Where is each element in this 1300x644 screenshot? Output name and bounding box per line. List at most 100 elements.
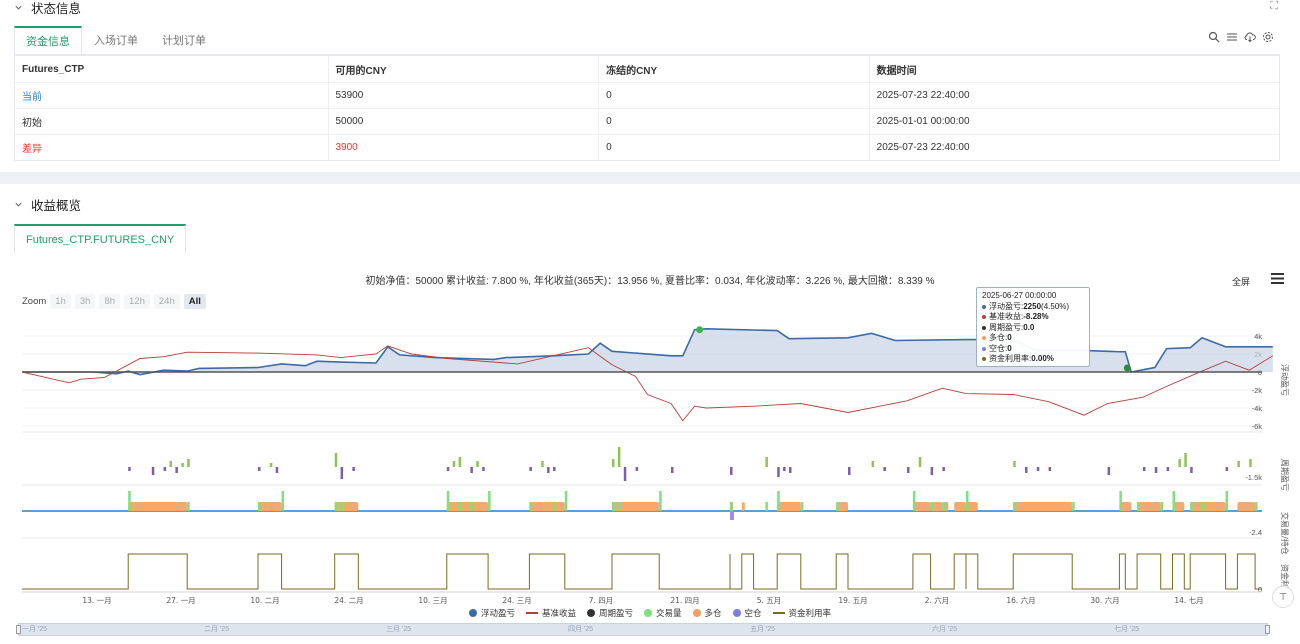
volume-bar <box>1137 502 1140 511</box>
zoom-24h-button[interactable]: 24h <box>153 294 180 309</box>
period-pnl-bar <box>1154 467 1158 473</box>
navigator-right-handle[interactable] <box>1265 625 1270 634</box>
volume-bar <box>1119 491 1122 511</box>
funds-table: Futures_CTP 可用的CNY 冻结的CNY 数据时间 当前 53900 … <box>14 55 1280 161</box>
volume-bar <box>470 502 473 511</box>
tooltip-value: 0 <box>1007 343 1012 353</box>
status-header[interactable]: 状态信息 <box>14 0 82 16</box>
x-tick-label: 10. 二月 <box>250 596 279 605</box>
zoom-3h-button[interactable]: 3h <box>74 294 96 309</box>
returns-tabs: Futures_CTP.FUTURES_CNY <box>14 224 187 253</box>
fullscreen-button[interactable]: 全屏 <box>1231 277 1250 287</box>
x-tick-label: 7. 四月 <box>589 596 614 605</box>
tooltip-label: 浮动盈亏: <box>989 301 1024 311</box>
y-tick-label: -4k <box>1252 404 1263 413</box>
settings-icon[interactable] <box>1262 31 1274 43</box>
tab-futures-cny[interactable]: Futures_CTP.FUTURES_CNY <box>14 224 187 253</box>
x-tick-label: 27. 一月 <box>166 596 195 605</box>
y-tick-label: 0 <box>1258 585 1262 594</box>
column-header[interactable]: 可用的CNY <box>327 56 599 82</box>
zoom-1h-button[interactable]: 1h <box>50 294 71 309</box>
collapse-icon[interactable]: ⛶ <box>1270 0 1278 12</box>
column-header[interactable]: Futures_CTP <box>22 63 85 75</box>
legend-item[interactable]: 交易量 <box>643 607 682 619</box>
volume-bar <box>458 502 462 511</box>
series-dot-icon <box>982 304 986 309</box>
long-position-block <box>529 502 565 511</box>
volume-bar <box>765 502 768 511</box>
status-tabs: 资金信息 入场订单 计划订单 <box>14 26 218 55</box>
period-pnl-bar <box>783 467 786 471</box>
legend-dot-icon <box>643 609 652 617</box>
tooltip-row: 空仓: 0 <box>982 344 1084 355</box>
panel-axis-label: 资金利用率 <box>1280 564 1290 604</box>
zoom-label: Zoom <box>22 296 47 307</box>
period-pnl-bar <box>340 467 344 479</box>
chevron-down-icon[interactable] <box>14 3 23 12</box>
short-position-bar <box>730 511 734 520</box>
zoom-8h-button[interactable]: 8h <box>99 294 121 309</box>
returns-chart[interactable]: 4k2k0-2k-4k-6k浮动盈亏周期盈亏交易量/持仓资金利用率-1.5k-2… <box>0 184 1300 644</box>
column-header[interactable]: 冻结的CNY <box>598 56 869 82</box>
legend-item[interactable]: 多仓 <box>692 607 722 619</box>
zoom-all-button[interactable]: All <box>183 294 206 309</box>
cloud-download-icon[interactable] <box>1244 31 1256 43</box>
period-pnl-bar <box>1025 467 1028 473</box>
period-pnl-bar <box>1249 459 1252 467</box>
utilization-line <box>22 553 1262 590</box>
trade-marker <box>696 326 704 334</box>
tooltip-value: 2250 <box>1023 301 1042 311</box>
tab-funds[interactable]: 资金信息 <box>14 26 82 55</box>
legend-item[interactable]: 周期盈亏 <box>586 607 633 619</box>
legend-item[interactable]: 资金利用率 <box>772 607 832 619</box>
legend-dot-icon <box>732 609 741 617</box>
period-pnl-bar <box>334 453 338 467</box>
table-cell: 53900 <box>327 83 599 108</box>
chart-legend: 浮动盈亏 基准收益 周期盈亏 交易量 多仓 空仓 资金利用率 <box>0 607 1300 619</box>
volume-bar <box>446 491 450 511</box>
volume-bar <box>334 502 338 511</box>
navigator-left-handle[interactable] <box>16 625 21 634</box>
period-pnl-bar <box>476 461 479 467</box>
legend-item[interactable]: 基准收益 <box>525 607 576 619</box>
tooltip-value: 0.00% <box>1031 354 1054 363</box>
tab-entry-orders[interactable]: 入场订单 <box>94 35 138 47</box>
volume-bar <box>1013 502 1016 511</box>
long-position-block <box>930 502 943 511</box>
column-header[interactable]: 数据时间 <box>868 56 1279 82</box>
tab-divider <box>14 54 1280 55</box>
long-position-block <box>912 502 931 511</box>
menu-icon[interactable] <box>1271 273 1284 284</box>
legend-item[interactable]: 空仓 <box>732 607 762 619</box>
status-title: 状态信息 <box>31 1 82 16</box>
legend-label: 资金利用率 <box>788 608 832 618</box>
trade-marker <box>1123 364 1131 372</box>
period-pnl-bar <box>187 459 190 467</box>
navigator-label: 四月 '25 <box>568 626 594 633</box>
period-pnl-bar <box>269 463 273 467</box>
tooltip-extra: (4.50%) <box>1041 301 1070 311</box>
period-pnl-bar <box>930 467 934 475</box>
volume-bar <box>966 491 969 511</box>
returns-header[interactable]: 收益概览 <box>14 197 81 213</box>
range-navigator[interactable] <box>16 623 1270 636</box>
legend-item[interactable]: 浮动盈亏 <box>468 607 515 619</box>
period-pnl-bar <box>1048 467 1052 471</box>
legend-label: 基准收益 <box>541 608 576 618</box>
tooltip-value: 0 <box>1007 333 1012 342</box>
volume-bar <box>340 502 344 511</box>
volume-bar <box>659 491 662 511</box>
chevron-down-icon[interactable] <box>14 200 23 209</box>
period-pnl-bar <box>275 467 279 473</box>
zoom-12h-button[interactable]: 12h <box>124 294 150 309</box>
period-pnl-bar <box>529 467 532 471</box>
period-pnl-bar <box>848 467 851 475</box>
search-icon[interactable] <box>1208 31 1220 43</box>
scroll-top-button[interactable]: ⊤ <box>1272 586 1294 608</box>
list-icon[interactable] <box>1226 31 1238 43</box>
period-pnl-bar <box>942 467 945 471</box>
period-pnl-bar <box>169 461 172 467</box>
period-pnl-bar <box>547 467 550 473</box>
tab-planned-orders[interactable]: 计划订单 <box>162 35 206 47</box>
tooltip-row: 基准收益: -8.28% <box>982 312 1084 323</box>
